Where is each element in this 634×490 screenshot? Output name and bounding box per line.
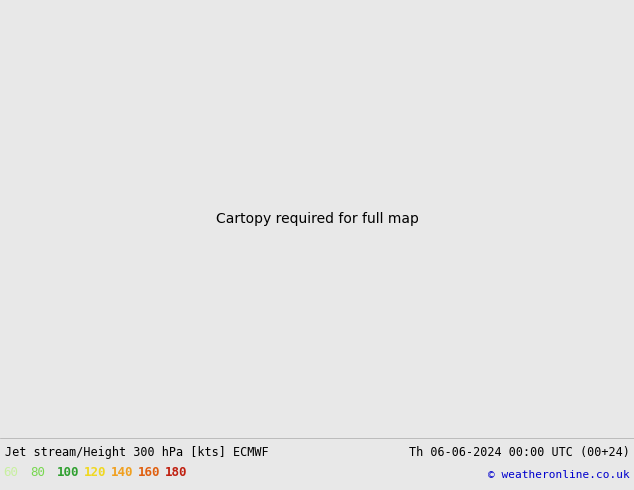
Text: 120: 120 [84,466,107,479]
Text: © weatheronline.co.uk: © weatheronline.co.uk [488,470,630,480]
Text: 60: 60 [3,466,18,479]
Text: 180: 180 [165,466,188,479]
Text: 100: 100 [57,466,79,479]
Text: Cartopy required for full map: Cartopy required for full map [216,212,418,225]
Text: 140: 140 [111,466,134,479]
Text: Jet stream/Height 300 hPa [kts] ECMWF: Jet stream/Height 300 hPa [kts] ECMWF [5,445,269,459]
Text: Th 06-06-2024 00:00 UTC (00+24): Th 06-06-2024 00:00 UTC (00+24) [409,445,630,459]
Text: 80: 80 [30,466,45,479]
Text: 160: 160 [138,466,160,479]
